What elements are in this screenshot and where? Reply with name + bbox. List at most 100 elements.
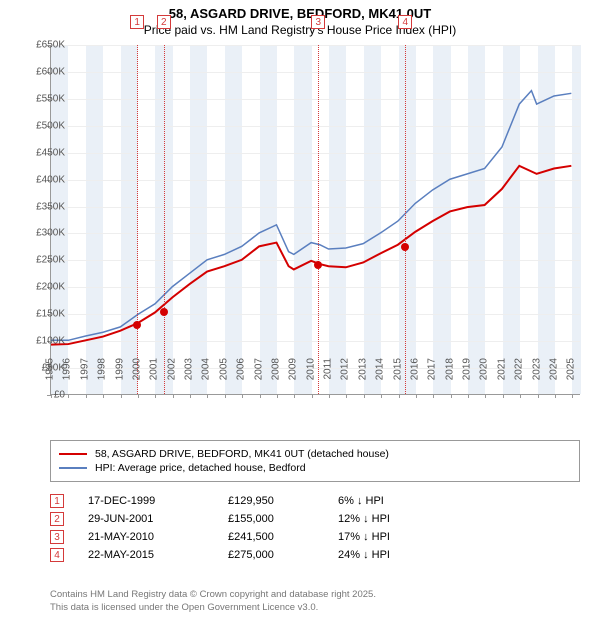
legend-row: HPI: Average price, detached house, Bedf… [59, 462, 571, 474]
x-tick [277, 394, 278, 398]
sale-price: £275,000 [228, 549, 338, 561]
sale-diff: 17% ↓ HPI [338, 531, 448, 543]
event-line [318, 45, 319, 394]
y-axis-label: £400K [36, 174, 65, 185]
sale-marker: 2 [50, 512, 64, 526]
chart-svg [51, 45, 580, 394]
y-axis-label: £300K [36, 228, 65, 239]
x-tick [173, 394, 174, 398]
x-axis-label: 2023 [531, 358, 542, 380]
x-axis-label: 2011 [323, 358, 334, 380]
x-tick [329, 394, 330, 398]
x-tick [190, 394, 191, 398]
chart-title: 58, ASGARD DRIVE, BEDFORD, MK41 0UT [0, 6, 600, 21]
x-axis-label: 2022 [514, 358, 525, 380]
x-tick [121, 394, 122, 398]
y-axis-label: £500K [36, 120, 65, 131]
series-hpi [51, 91, 571, 341]
sales-row: 229-JUN-2001£155,00012% ↓ HPI [50, 512, 580, 526]
event-marker: 3 [311, 15, 325, 29]
x-axis-label: 2014 [375, 358, 386, 380]
x-tick [572, 394, 573, 398]
x-axis-label: 2010 [305, 358, 316, 380]
legend-label: 58, ASGARD DRIVE, BEDFORD, MK41 0UT (det… [95, 448, 389, 460]
sale-marker: 3 [50, 530, 64, 544]
x-axis-label: 1997 [79, 358, 90, 380]
sales-row: 3 21-MAY-2010£241,50017% ↓ HPI [50, 530, 580, 544]
legend: 58, ASGARD DRIVE, BEDFORD, MK41 0UT (det… [50, 440, 580, 482]
x-axis-label: 1998 [97, 358, 108, 380]
x-axis-label: 2008 [270, 358, 281, 380]
y-axis-label: £550K [36, 93, 65, 104]
sale-date: 22-MAY-2015 [88, 549, 228, 561]
x-axis-label: 2006 [236, 358, 247, 380]
x-tick [433, 394, 434, 398]
x-axis-label: 1995 [45, 358, 56, 380]
x-axis-label: 1999 [114, 358, 125, 380]
chart-plot-area: 1234 [50, 45, 580, 395]
sale-price: £129,950 [228, 495, 338, 507]
sale-price: £241,500 [228, 531, 338, 543]
x-tick [485, 394, 486, 398]
sale-date: 21-MAY-2010 [88, 531, 228, 543]
sales-table: 117-DEC-1999£129,9506% ↓ HPI 2 29-JUN-2001… [50, 490, 580, 566]
x-axis-label: 2005 [218, 358, 229, 380]
x-axis-label: 2013 [357, 358, 368, 380]
sale-dot [314, 261, 322, 269]
x-tick [364, 394, 365, 398]
sale-price: £155,000 [228, 513, 338, 525]
x-tick [260, 394, 261, 398]
y-axis-label: £600K [36, 66, 65, 77]
sale-diff: 24% ↓ HPI [338, 549, 448, 561]
x-axis-label: 2009 [288, 358, 299, 380]
x-tick [103, 394, 104, 398]
y-axis-label: £350K [36, 201, 65, 212]
legend-swatch [59, 453, 87, 455]
x-tick [399, 394, 400, 398]
x-axis-label: 2024 [548, 358, 559, 380]
x-axis-label: 2025 [566, 358, 577, 380]
x-tick [138, 394, 139, 398]
event-marker: 1 [130, 15, 144, 29]
sale-marker: 4 [50, 548, 64, 562]
footer-attribution: Contains HM Land Registry data © Crown c… [50, 589, 580, 614]
event-line [137, 45, 138, 394]
x-tick [346, 394, 347, 398]
x-axis-label: 2021 [496, 358, 507, 380]
x-axis-label: 2017 [427, 358, 438, 380]
y-axis-label: £250K [36, 255, 65, 266]
sale-date: 29-JUN-2001 [88, 513, 228, 525]
x-tick [242, 394, 243, 398]
x-axis-label: 2018 [444, 358, 455, 380]
footer-line1: Contains HM Land Registry data © Crown c… [50, 589, 580, 601]
x-axis-label: 2004 [201, 358, 212, 380]
x-axis-label: 2016 [409, 358, 420, 380]
x-axis-label: 2003 [184, 358, 195, 380]
x-axis-label: 2007 [253, 358, 264, 380]
legend-label: HPI: Average price, detached house, Bedf… [95, 462, 306, 474]
x-axis-label: 2012 [340, 358, 351, 380]
chart-title-block: 58, ASGARD DRIVE, BEDFORD, MK41 0UT Pric… [0, 0, 600, 39]
x-axis-label: 2000 [131, 358, 142, 380]
event-line [405, 45, 406, 394]
y-axis-label: £0 [54, 390, 65, 401]
legend-row: 58, ASGARD DRIVE, BEDFORD, MK41 0UT (det… [59, 448, 571, 460]
sales-row: 4 22-MAY-2015£275,00024% ↓ HPI [50, 548, 580, 562]
chart-subtitle: Price paid vs. HM Land Registry's House … [0, 23, 600, 37]
footer-line2: This data is licensed under the Open Gov… [50, 602, 580, 614]
y-axis-label: £450K [36, 147, 65, 158]
x-tick [381, 394, 382, 398]
sale-diff: 6% ↓ HPI [338, 495, 448, 507]
event-line [164, 45, 165, 394]
x-tick [538, 394, 539, 398]
x-axis-label: 1996 [62, 358, 73, 380]
x-axis-label: 2001 [149, 358, 160, 380]
x-tick [555, 394, 556, 398]
series-property [51, 166, 571, 345]
legend-swatch [59, 467, 87, 469]
sale-dot [160, 308, 168, 316]
sale-date: 17-DEC-1999 [88, 495, 228, 507]
sales-row: 117-DEC-1999£129,9506% ↓ HPI [50, 494, 580, 508]
event-marker: 4 [398, 15, 412, 29]
x-axis-label: 2015 [392, 358, 403, 380]
